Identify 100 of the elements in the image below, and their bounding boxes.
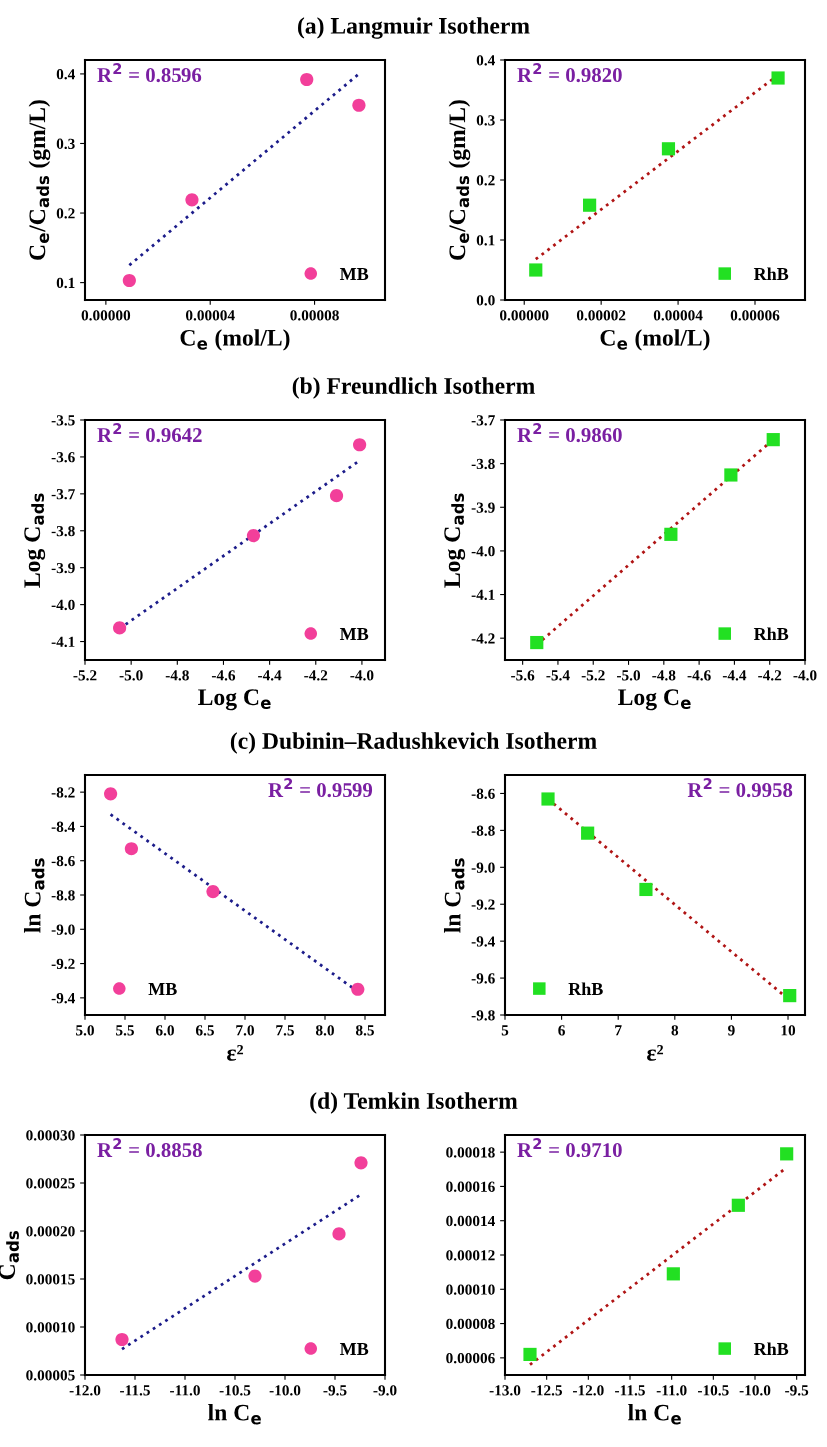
y-tick-label: 0.0	[476, 295, 495, 306]
y-axis-title: ln C$_{ads}$	[443, 858, 465, 933]
point	[541, 792, 555, 806]
y-axis-title: ln C$_{ads}$	[23, 858, 45, 933]
x-tick-label: 7.0	[236, 1025, 254, 1036]
point	[332, 1227, 346, 1241]
x-tick-label: 0.00000	[81, 310, 131, 321]
x-tick-label: -5.6	[511, 670, 535, 681]
point	[113, 621, 127, 635]
x-tick-label: -9.5	[785, 1385, 809, 1396]
annotation: R$^{2}$ = 0.9710	[517, 1138, 622, 1158]
y-tick-label: 0.00018	[446, 1147, 495, 1158]
x-tick-label: 8	[671, 1025, 679, 1036]
x-tick-label: -9.0	[373, 1385, 397, 1396]
y-tick-label: -4.2	[471, 633, 495, 644]
x-tick-label: -10.0	[269, 1385, 301, 1396]
y-axis-title: C$_{ads}$	[0, 1231, 19, 1280]
legend-label: RhB	[568, 982, 603, 995]
point	[639, 882, 653, 897]
y-tick-label: -8.6	[51, 855, 75, 867]
y-tick-label: -4.1	[51, 636, 75, 648]
y-tick-label: -3.7	[471, 415, 495, 426]
x-tick-label: -12.0	[69, 1385, 101, 1396]
y-tick-label: 0.1	[476, 235, 495, 246]
x-tick-label: -4.8	[652, 670, 676, 681]
point	[724, 468, 738, 482]
x-tick-label: 7.5	[276, 1025, 294, 1036]
point	[248, 1269, 262, 1283]
y-tick-label: -3.8	[471, 458, 495, 470]
x-tick-label: 0.00004	[653, 310, 703, 321]
annotation: R$^{2}$ = 0.9599	[268, 778, 373, 798]
annotation: R$^{2}$ = 0.9958	[687, 778, 793, 798]
x-tick-label: -4.4	[722, 670, 747, 681]
y-tick-label: -9.2	[471, 899, 495, 910]
x-tick-label: 0.00004	[185, 310, 235, 321]
y-tick-label: -3.5	[51, 415, 75, 426]
y-tick-label: -8.8	[471, 825, 495, 836]
x-tick-label: 0.00000	[499, 310, 549, 321]
x-tick-label: -4.2	[758, 670, 782, 681]
y-tick-label: -8.4	[51, 821, 75, 832]
x-tick-label: 0.00006	[730, 310, 780, 321]
point	[530, 635, 544, 650]
point	[115, 1332, 129, 1347]
x-axis-title: ε²	[227, 1044, 244, 1061]
y-axis-title: C$_{e}$/C$_{ads}$ (gm/L)	[28, 100, 51, 260]
y-tick-label: -8.8	[51, 890, 75, 901]
y-tick-label: 0.1	[56, 277, 75, 289]
point	[780, 1147, 794, 1161]
x-axis-title: Log C$_{e}$	[198, 689, 271, 711]
x-tick-label: -12.5	[531, 1385, 563, 1396]
x-tick-label: -12.0	[572, 1385, 604, 1396]
x-tick-label: -11.0	[170, 1385, 200, 1396]
y-tick-label: 0.00025	[26, 1178, 75, 1189]
legend-label: RhB	[753, 267, 789, 280]
x-tick-label: -13.0	[489, 1385, 521, 1396]
legend-label: MB	[339, 628, 369, 640]
chart-title: (a) Langmuir Isotherm	[298, 17, 530, 39]
y-tick-label: -8.2	[51, 787, 75, 798]
y-tick-label: -9.0	[51, 924, 75, 935]
x-tick-label: 5.0	[76, 1025, 94, 1036]
y-tick-label: -3.8	[51, 525, 75, 537]
x-tick-label: -5.2	[73, 670, 97, 681]
y-tick-label: -9.4	[51, 993, 75, 1004]
y-tick-label: 0.00030	[26, 1130, 75, 1141]
y-tick-label: -3.9	[471, 502, 495, 513]
x-axis-title: C$_{e}$ (mol/L)	[600, 329, 710, 351]
x-tick-label: 6.0	[155, 1025, 174, 1036]
point	[352, 98, 366, 112]
y-tick-label: 0.4	[476, 55, 495, 66]
legend-label: MB	[339, 1343, 369, 1355]
point	[766, 433, 780, 447]
y-tick-label: -4.0	[471, 546, 495, 557]
y-tick-label: -9.4	[471, 936, 495, 947]
y-tick-label: 0.00005	[26, 1370, 75, 1381]
x-tick-label: -11.5	[120, 1385, 150, 1396]
point	[351, 982, 365, 996]
y-axis-title: Log C$_{ads}$	[444, 493, 466, 588]
x-tick-label: 9	[728, 1025, 735, 1036]
x-tick-label: -5.0	[617, 670, 641, 681]
y-tick-label: 0.00020	[26, 1226, 75, 1237]
chart-title: (c) Dubinin–Radushkevich Isotherm	[230, 732, 597, 754]
y-tick-label: 0.00015	[26, 1274, 75, 1285]
x-tick-label: -4.6	[687, 670, 711, 681]
y-tick-label: 0.4	[56, 69, 75, 80]
y-axis-title: C$_{e}$/C$_{ads}$ (gm/L)	[448, 100, 471, 260]
x-axis-title: C$_{e}$ (mol/L)	[180, 329, 290, 351]
y-tick-label: 0.00012	[446, 1250, 495, 1261]
x-tick-label: 5.5	[116, 1025, 134, 1036]
x-tick-label: 10	[781, 1025, 796, 1036]
point	[300, 72, 314, 87]
point	[583, 198, 597, 212]
x-tick-label: 7	[615, 1025, 622, 1036]
x-axis-title: ln C$_{e}$	[628, 1403, 681, 1425]
legend-label: RhB	[753, 627, 789, 640]
point	[731, 1198, 745, 1212]
chart-title: (d) Temkin Isotherm	[310, 1092, 518, 1114]
legend-label: RhB	[753, 1342, 789, 1355]
x-tick-label: -4.4	[258, 670, 282, 681]
annotation: R$^{2}$ = 0.8858	[97, 1138, 202, 1158]
x-tick-label: -11.0	[656, 1385, 687, 1396]
